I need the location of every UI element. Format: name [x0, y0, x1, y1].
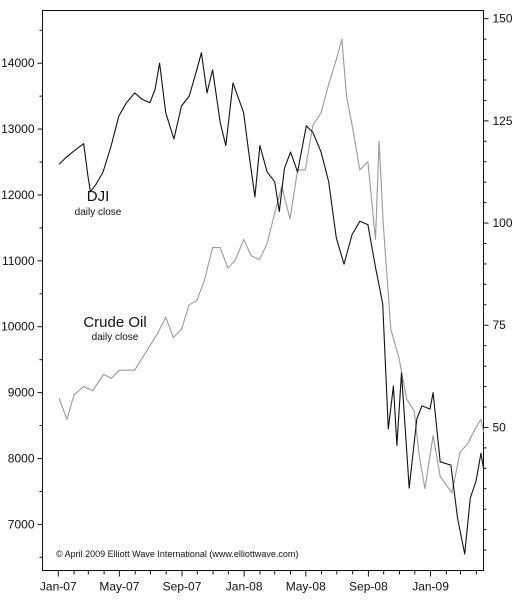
y-axis-right: 50 75 100 125 150 — [483, 12, 513, 551]
y-right-tick-label: 50 — [493, 420, 507, 434]
x-tick-label: Jan-08 — [226, 580, 263, 594]
y-left-tick-label: 14000 — [1, 56, 35, 70]
series-group — [58, 38, 485, 555]
y-right-tick-label: 150 — [493, 12, 513, 26]
copyright-note: © April 2009 Elliott Wave International … — [56, 549, 298, 559]
crude-oil-line — [58, 38, 485, 494]
y-left-tick-label: 11000 — [2, 254, 35, 268]
x-tick-label: May-08 — [286, 580, 326, 594]
dji-series-subtitle: daily close — [75, 207, 122, 218]
y-left-tick-label: 12000 — [1, 188, 35, 202]
crude-oil-series-subtitle: daily close — [92, 332, 139, 343]
y-right-tick-label: 125 — [493, 114, 513, 128]
x-tick-label: May-07 — [99, 580, 139, 594]
x-axis: Jan-07 May-07 Sep-07 Jan-08 May-08 Sep-08 Jan-… — [40, 570, 477, 594]
crude-oil-series-name: Crude Oil — [83, 314, 146, 331]
y-left-tick-label: 13000 — [1, 122, 35, 136]
dji-line — [58, 52, 485, 555]
x-tick-label: Sep-08 — [349, 580, 388, 594]
plot-frame — [42, 10, 484, 571]
y-right-tick-label: 100 — [493, 216, 513, 230]
y-left-tick-label: 10000 — [1, 320, 35, 334]
y-right-tick-label: 75 — [493, 318, 507, 332]
y-left-tick-label: 8000 — [8, 452, 35, 466]
x-tick-label: Jan-09 — [412, 580, 449, 594]
x-tick-label: Sep-07 — [163, 580, 202, 594]
y-axis-left: 7000 8000 9000 10000 11000 12000 13000 14000 — [1, 29, 43, 558]
dji-series-name: DJI — [87, 188, 110, 205]
y-left-tick-label: 9000 — [8, 386, 35, 400]
y-left-tick-label: 7000 — [8, 517, 35, 531]
x-tick-label: Jan-07 — [40, 580, 77, 594]
